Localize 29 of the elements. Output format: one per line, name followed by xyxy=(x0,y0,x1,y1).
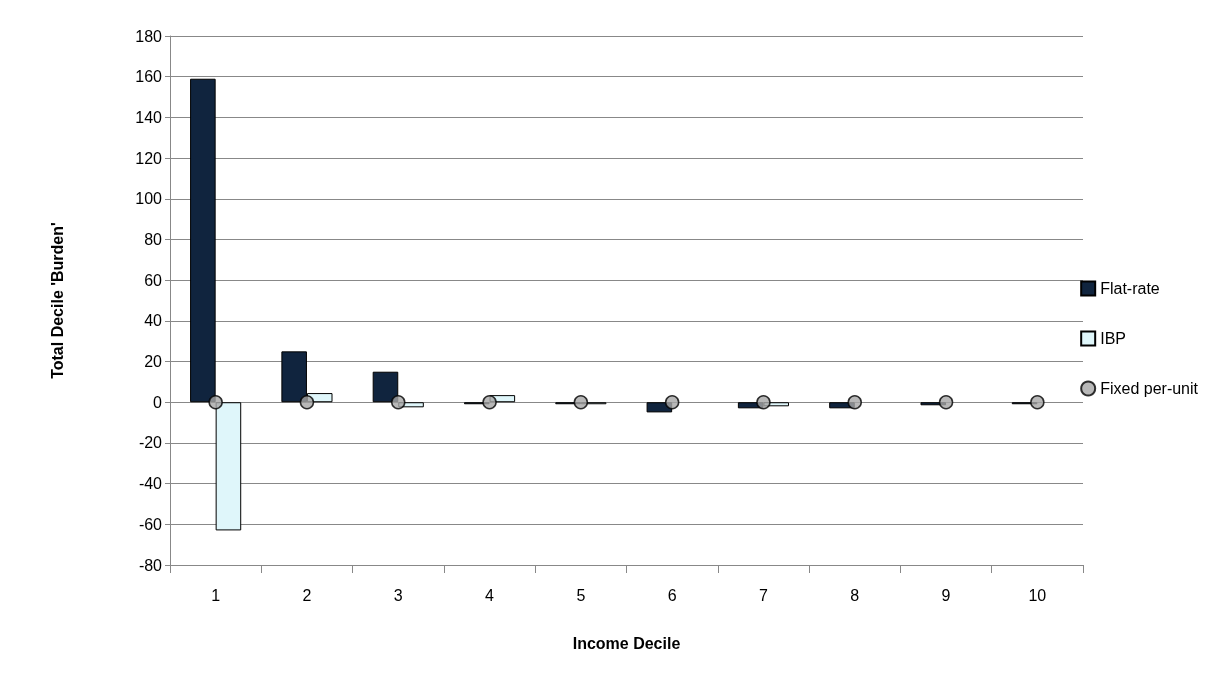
y-axis-title: Total Decile 'Burden' xyxy=(48,222,66,379)
legend-label: IBP xyxy=(1100,330,1126,347)
y-tick-label: -60 xyxy=(138,515,163,533)
x-tick-label: 3 xyxy=(393,586,403,604)
y-tick-label: -40 xyxy=(138,475,163,493)
y-tick-label: 140 xyxy=(135,108,163,126)
x-tick-label: 6 xyxy=(667,586,677,604)
legend-label: Fixed per-unit xyxy=(1100,380,1199,397)
x-tick-label: 8 xyxy=(850,586,860,604)
x-tick-label: 7 xyxy=(759,586,768,604)
x-tick-label: 10 xyxy=(1028,586,1047,604)
y-tick-label: 160 xyxy=(135,68,163,86)
x-tick-label: 4 xyxy=(485,586,495,604)
y-tick-label: 60 xyxy=(144,271,163,289)
y-tick-label: -80 xyxy=(138,556,163,574)
y-tick-label: 180 xyxy=(135,27,163,45)
x-tick-label: 5 xyxy=(576,586,586,604)
x-tick-label: 2 xyxy=(302,586,312,604)
y-tick-label: 100 xyxy=(135,190,163,208)
x-axis-title: Income Decile xyxy=(572,634,681,652)
legend-label: Flat-rate xyxy=(1100,280,1160,297)
y-tick-label: 80 xyxy=(144,230,163,248)
x-tick-label: 1 xyxy=(211,586,221,604)
y-tick-label: -20 xyxy=(138,434,163,452)
y-tick-label: 0 xyxy=(153,393,163,411)
y-tick-label: 120 xyxy=(135,149,163,167)
y-tick-label: 20 xyxy=(144,353,163,371)
x-tick-label: 9 xyxy=(941,586,951,604)
y-tick-label: 40 xyxy=(144,312,163,330)
